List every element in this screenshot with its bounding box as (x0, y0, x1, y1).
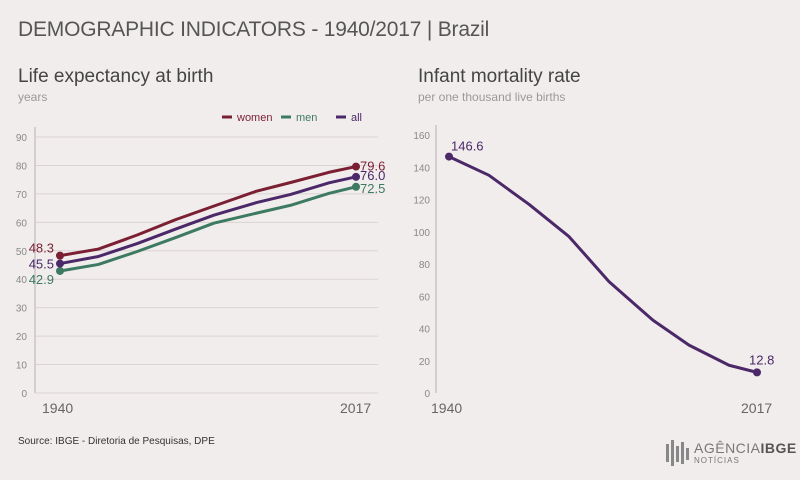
data-label-last: 12.8 (749, 352, 774, 367)
data-point-last (352, 182, 360, 191)
y-tick-label: 140 (413, 163, 430, 174)
infant-mortality-title: Infant mortality rate (418, 66, 581, 87)
data-point-first (445, 152, 453, 161)
x-tick-label: 1940 (431, 400, 462, 416)
x-tick-label: 2017 (741, 400, 772, 416)
data-point-first (56, 259, 64, 268)
y-tick-label: 100 (413, 228, 430, 239)
data-label-first: 45.5 (29, 257, 54, 272)
y-tick-label: 0 (424, 389, 430, 400)
legend-label-women: women (236, 112, 272, 124)
x-tick-label: 2017 (340, 400, 371, 416)
y-tick-label: 40 (16, 275, 28, 286)
data-point-last (352, 162, 360, 171)
x-tick-label: 1940 (42, 400, 73, 416)
y-tick-label: 90 (16, 133, 28, 144)
y-tick-label: 40 (419, 325, 431, 336)
y-tick-label: 20 (16, 332, 28, 343)
life-expectancy-subtitle: years (18, 90, 48, 104)
data-label-last: 76.0 (360, 168, 385, 183)
legend-label-all: all (351, 112, 362, 124)
y-tick-label: 120 (413, 196, 430, 207)
data-label-last: 79.6 (360, 159, 385, 174)
data-label-first: 48.3 (29, 241, 54, 256)
series-line-infant-mortality (448, 155, 758, 374)
data-label-first: 42.9 (29, 272, 54, 287)
series-line-men (59, 185, 357, 273)
y-tick-label: 70 (16, 190, 28, 201)
data-label-last: 72.5 (360, 181, 385, 196)
logo-subtext: NOTÍCIAS (694, 456, 740, 465)
y-tick-label: 50 (16, 247, 28, 258)
y-tick-label: 160 (413, 131, 430, 142)
legend-label-men: men (296, 112, 317, 124)
series-line-women (59, 165, 357, 258)
y-tick-label: 0 (21, 389, 27, 400)
y-tick-label: 60 (419, 292, 431, 303)
infant-mortality-subtitle: per one thousand live births (418, 90, 566, 104)
y-tick-label: 80 (16, 161, 28, 172)
data-point-last (352, 172, 360, 181)
ibge-logo-mark-icon (666, 440, 689, 466)
source-note: Source: IBGE - Diretoria de Pesquisas, D… (18, 436, 215, 447)
y-tick-label: 80 (419, 260, 431, 271)
series-line-all (59, 175, 357, 266)
y-tick-label: 10 (16, 361, 28, 372)
logo-wordmark: AGÊNCIAIBGE (694, 440, 797, 456)
y-tick-label: 30 (16, 304, 28, 315)
y-tick-label: 20 (419, 357, 431, 368)
data-point-first (56, 266, 64, 275)
life-expectancy-title: Life expectancy at birth (18, 66, 214, 87)
data-point-first (56, 251, 64, 260)
page-title: DEMOGRAPHIC INDICATORS - 1940/2017 | Bra… (18, 18, 490, 41)
data-point-last (753, 368, 761, 377)
y-tick-label: 60 (16, 218, 28, 229)
logo-bold-text: IBGE (760, 440, 797, 456)
logo-main-text: AGÊNCIA (694, 440, 761, 456)
agencia-ibge-logo: AGÊNCIAIBGE NOTÍCIAS (664, 438, 796, 468)
data-label-first: 146.6 (451, 139, 484, 154)
